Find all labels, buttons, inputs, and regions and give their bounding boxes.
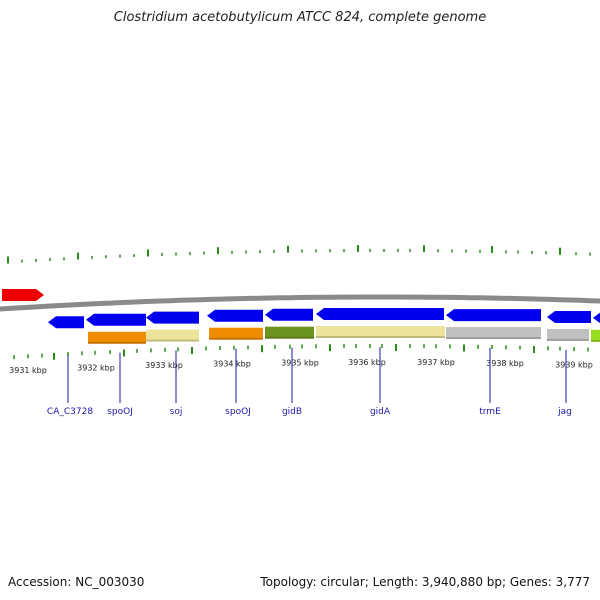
cog-bar	[446, 327, 541, 340]
kbp-scale-labels: 3931 kbp 3932 kbp 3933 kbp 3934 kbp 3935 kbp…	[9, 358, 593, 375]
gene-labels[interactable]: CA_C3728 spoOJ soj spoOJ gidB gidA trmE jag	[47, 347, 572, 417]
gene-label-jag[interactable]: jag	[557, 407, 572, 417]
gene-arrows[interactable]	[2, 289, 600, 329]
gene-arrow-reverse[interactable]	[146, 311, 199, 324]
cog-bar	[265, 326, 314, 339]
kbp-label: 3935 kbp	[281, 358, 319, 367]
gene-arrow-reverse[interactable]	[446, 309, 541, 322]
gene-arrow-forward[interactable]	[2, 289, 44, 301]
kbp-label: 3934 kbp	[213, 359, 251, 368]
cog-bar	[209, 327, 263, 340]
gene-label-gidb[interactable]: gidB	[282, 407, 302, 417]
accession-text: Accession: NC_003030	[8, 575, 145, 589]
cog-bar	[146, 329, 199, 342]
gene-arrow-reverse[interactable]	[265, 308, 313, 321]
genome-summary-text: Topology: circular; Length: 3,940,880 bp…	[260, 575, 590, 589]
gene-label-ca-c3728[interactable]: CA_C3728	[47, 407, 93, 417]
kbp-label: 3931 kbp	[9, 366, 47, 375]
genome-title: Clostridium acetobutylicum ATCC 824, com…	[113, 10, 487, 25]
gene-arrow-reverse[interactable]	[547, 310, 591, 323]
cog-category-bars	[88, 326, 600, 344]
kbp-label: 3939 kbp	[555, 361, 593, 370]
cog-bar	[88, 331, 146, 344]
outer-tick-marks	[7, 245, 591, 264]
cog-bar	[316, 326, 445, 339]
kbp-label: 3938 kbp	[486, 359, 524, 368]
gene-label-trme[interactable]: trmE	[479, 407, 501, 417]
inner-tick-marks	[13, 344, 589, 360]
kbp-label: 3936 kbp	[348, 358, 386, 367]
kbp-label: 3937 kbp	[417, 358, 455, 367]
gene-label-spooj[interactable]: spoOJ	[107, 407, 133, 417]
gene-arrow-reverse[interactable]	[48, 316, 84, 329]
gene-arrow-reverse[interactable]	[86, 313, 146, 326]
kbp-label: 3933 kbp	[145, 361, 183, 370]
gene-label-spooj[interactable]: spoOJ	[225, 407, 251, 417]
gene-label-gida[interactable]: gidA	[370, 407, 391, 417]
gene-arrow-reverse[interactable]	[593, 311, 600, 324]
kbp-label: 3932 kbp	[77, 363, 115, 372]
gene-arrow-reverse[interactable]	[207, 309, 263, 322]
cog-bar	[591, 329, 600, 342]
cog-bar	[547, 328, 589, 341]
gene-arrow-reverse[interactable]	[316, 308, 444, 320]
genome-backbone	[0, 294, 600, 312]
gene-label-soj[interactable]: soj	[170, 407, 183, 417]
